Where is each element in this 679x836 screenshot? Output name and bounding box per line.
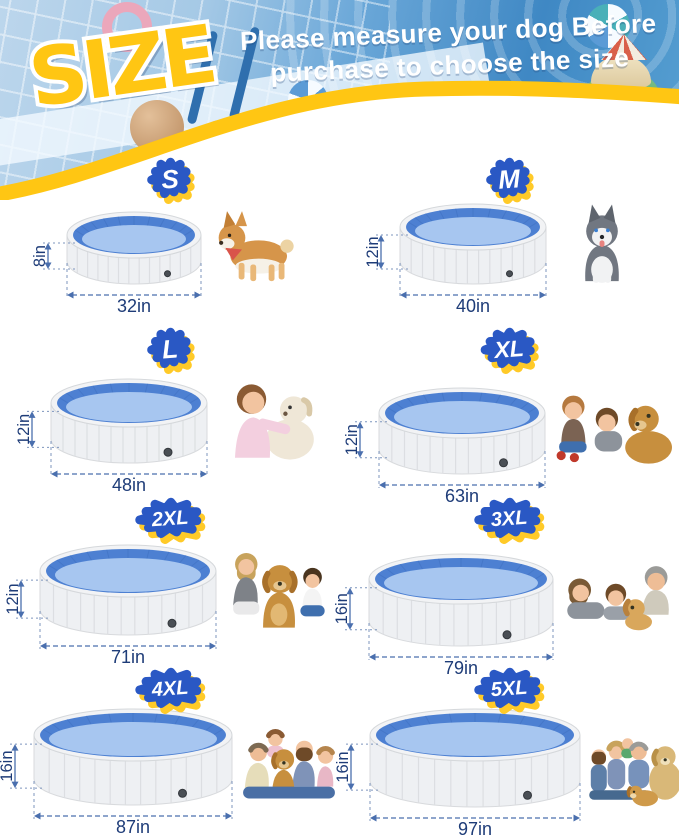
woman-boy-with-dog-photo xyxy=(222,536,334,639)
size-card-body: 8in 32in xyxy=(33,196,307,312)
pool-illustration: 12in 71in xyxy=(6,542,222,663)
kids-with-golden-dog-photo xyxy=(551,366,673,478)
size-card-4xl: 4XL 16in 87in xyxy=(0,658,339,836)
yellow-wave-band xyxy=(0,80,679,200)
size-card-2xl: 2XL 12in 71in xyxy=(0,488,339,663)
svg-text:32in: 32in xyxy=(116,296,150,312)
family-with-dog-svg xyxy=(242,728,335,799)
size-badge: M xyxy=(476,150,542,208)
size-badge: 3XL xyxy=(461,490,557,548)
pool-svg: 8in 32in xyxy=(33,211,201,312)
husky-dog-svg xyxy=(585,204,619,283)
pool-svg: 12in 40in xyxy=(366,203,547,312)
pool-svg: 16in 97in xyxy=(336,708,581,835)
size-card-body: 12in 63in xyxy=(345,366,673,502)
svg-text:3XL: 3XL xyxy=(490,507,528,532)
size-badge: 2XL xyxy=(122,490,218,548)
kids-with-golden-dog-svg xyxy=(556,395,672,464)
family-with-dog-photo xyxy=(238,715,340,809)
size-grid: S 8in 32in M 12in 40in L 12in 48in xyxy=(0,148,679,836)
svg-text:48in: 48in xyxy=(111,475,145,491)
girl-with-dog-svg xyxy=(234,384,314,460)
size-card-l: L 12in 48in xyxy=(0,318,339,491)
svg-text:97in: 97in xyxy=(458,819,492,835)
pool-svg: 16in 87in xyxy=(0,708,232,833)
size-card-body: 12in 40in xyxy=(366,196,652,312)
svg-text:71in: 71in xyxy=(110,647,144,663)
size-badge: 5XL xyxy=(461,660,557,718)
svg-text:40in: 40in xyxy=(456,296,490,312)
svg-text:12in: 12in xyxy=(17,414,33,445)
size-badge: 4XL xyxy=(122,660,218,718)
svg-text:S: S xyxy=(160,163,180,194)
svg-text:16in: 16in xyxy=(336,751,352,782)
pool-illustration: 16in 79in xyxy=(335,551,559,674)
size-word-art: SIZE SIZE xyxy=(20,4,224,130)
size-card-body: 16in 79in xyxy=(335,536,679,674)
svg-text:12in: 12in xyxy=(366,236,382,267)
svg-text:8in: 8in xyxy=(33,245,49,267)
woman-boy-with-dog-svg xyxy=(232,552,325,628)
family-with-puppy-svg xyxy=(567,566,669,631)
svg-text:L: L xyxy=(161,333,179,364)
pool-svg: 12in 63in xyxy=(345,387,546,502)
size-card-body: 16in 87in xyxy=(0,706,339,833)
size-badge-svg: S xyxy=(146,157,195,204)
size-badge-svg: 5XL xyxy=(474,667,545,714)
size-badge-svg: 2XL xyxy=(134,497,205,544)
size-badge: S xyxy=(137,150,203,208)
pool-illustration: 16in 87in xyxy=(0,706,238,833)
pool-illustration: 8in 32in xyxy=(33,209,207,312)
size-card-body: 12in 71in xyxy=(6,536,334,663)
svg-text:16in: 16in xyxy=(335,593,351,624)
family-with-two-dogs-svg xyxy=(589,738,679,807)
size-card-3xl: 3XL 16in 79in xyxy=(335,488,679,674)
svg-text:63in: 63in xyxy=(445,486,479,502)
pool-illustration: 12in 63in xyxy=(345,385,551,502)
girl-with-dog-photo xyxy=(213,366,323,467)
size-card-xl: XL 12in 63in xyxy=(339,318,679,502)
corgi-dog-svg xyxy=(218,211,294,282)
size-card-m: M 12in 40in xyxy=(339,148,679,318)
svg-text:12in: 12in xyxy=(345,424,361,455)
husky-dog-photo xyxy=(552,196,652,288)
svg-text:87in: 87in xyxy=(115,817,149,833)
family-with-puppy-photo xyxy=(559,536,679,650)
size-badge: XL xyxy=(469,320,549,378)
family-with-two-dogs-photo xyxy=(586,723,679,811)
svg-text:4XL: 4XL xyxy=(150,677,189,702)
pink-swim-ring-icon xyxy=(102,2,152,52)
size-badge-svg: 4XL xyxy=(134,667,205,714)
size-badge-svg: L xyxy=(146,327,195,374)
svg-text:M: M xyxy=(497,163,522,195)
svg-text:12in: 12in xyxy=(6,583,22,614)
svg-text:5XL: 5XL xyxy=(490,677,528,702)
svg-text:XL: XL xyxy=(492,335,525,363)
pool-svg: 12in 71in xyxy=(6,544,216,663)
size-card-5xl: 5XL 16in 97in xyxy=(336,658,679,836)
size-card-s: S 8in 32in xyxy=(0,148,339,318)
size-card-body: 12in 48in xyxy=(17,366,323,491)
size-badge: L xyxy=(137,320,203,378)
size-badge-svg: M xyxy=(486,157,534,204)
size-badge-svg: 3XL xyxy=(474,497,545,544)
pool-illustration: 12in 48in xyxy=(17,376,213,491)
size-badge-svg: XL xyxy=(480,327,539,374)
svg-text:16in: 16in xyxy=(0,750,16,781)
pool-svg: 12in 48in xyxy=(17,378,207,491)
pool-svg: 16in 79in xyxy=(335,553,554,674)
pool-illustration: 12in 40in xyxy=(366,201,552,312)
size-card-body: 16in 97in xyxy=(336,706,679,835)
pool-illustration: 16in 97in xyxy=(336,706,586,835)
svg-text:2XL: 2XL xyxy=(150,507,189,532)
corgi-dog-photo xyxy=(207,196,307,288)
svg-text:79in: 79in xyxy=(444,658,478,674)
